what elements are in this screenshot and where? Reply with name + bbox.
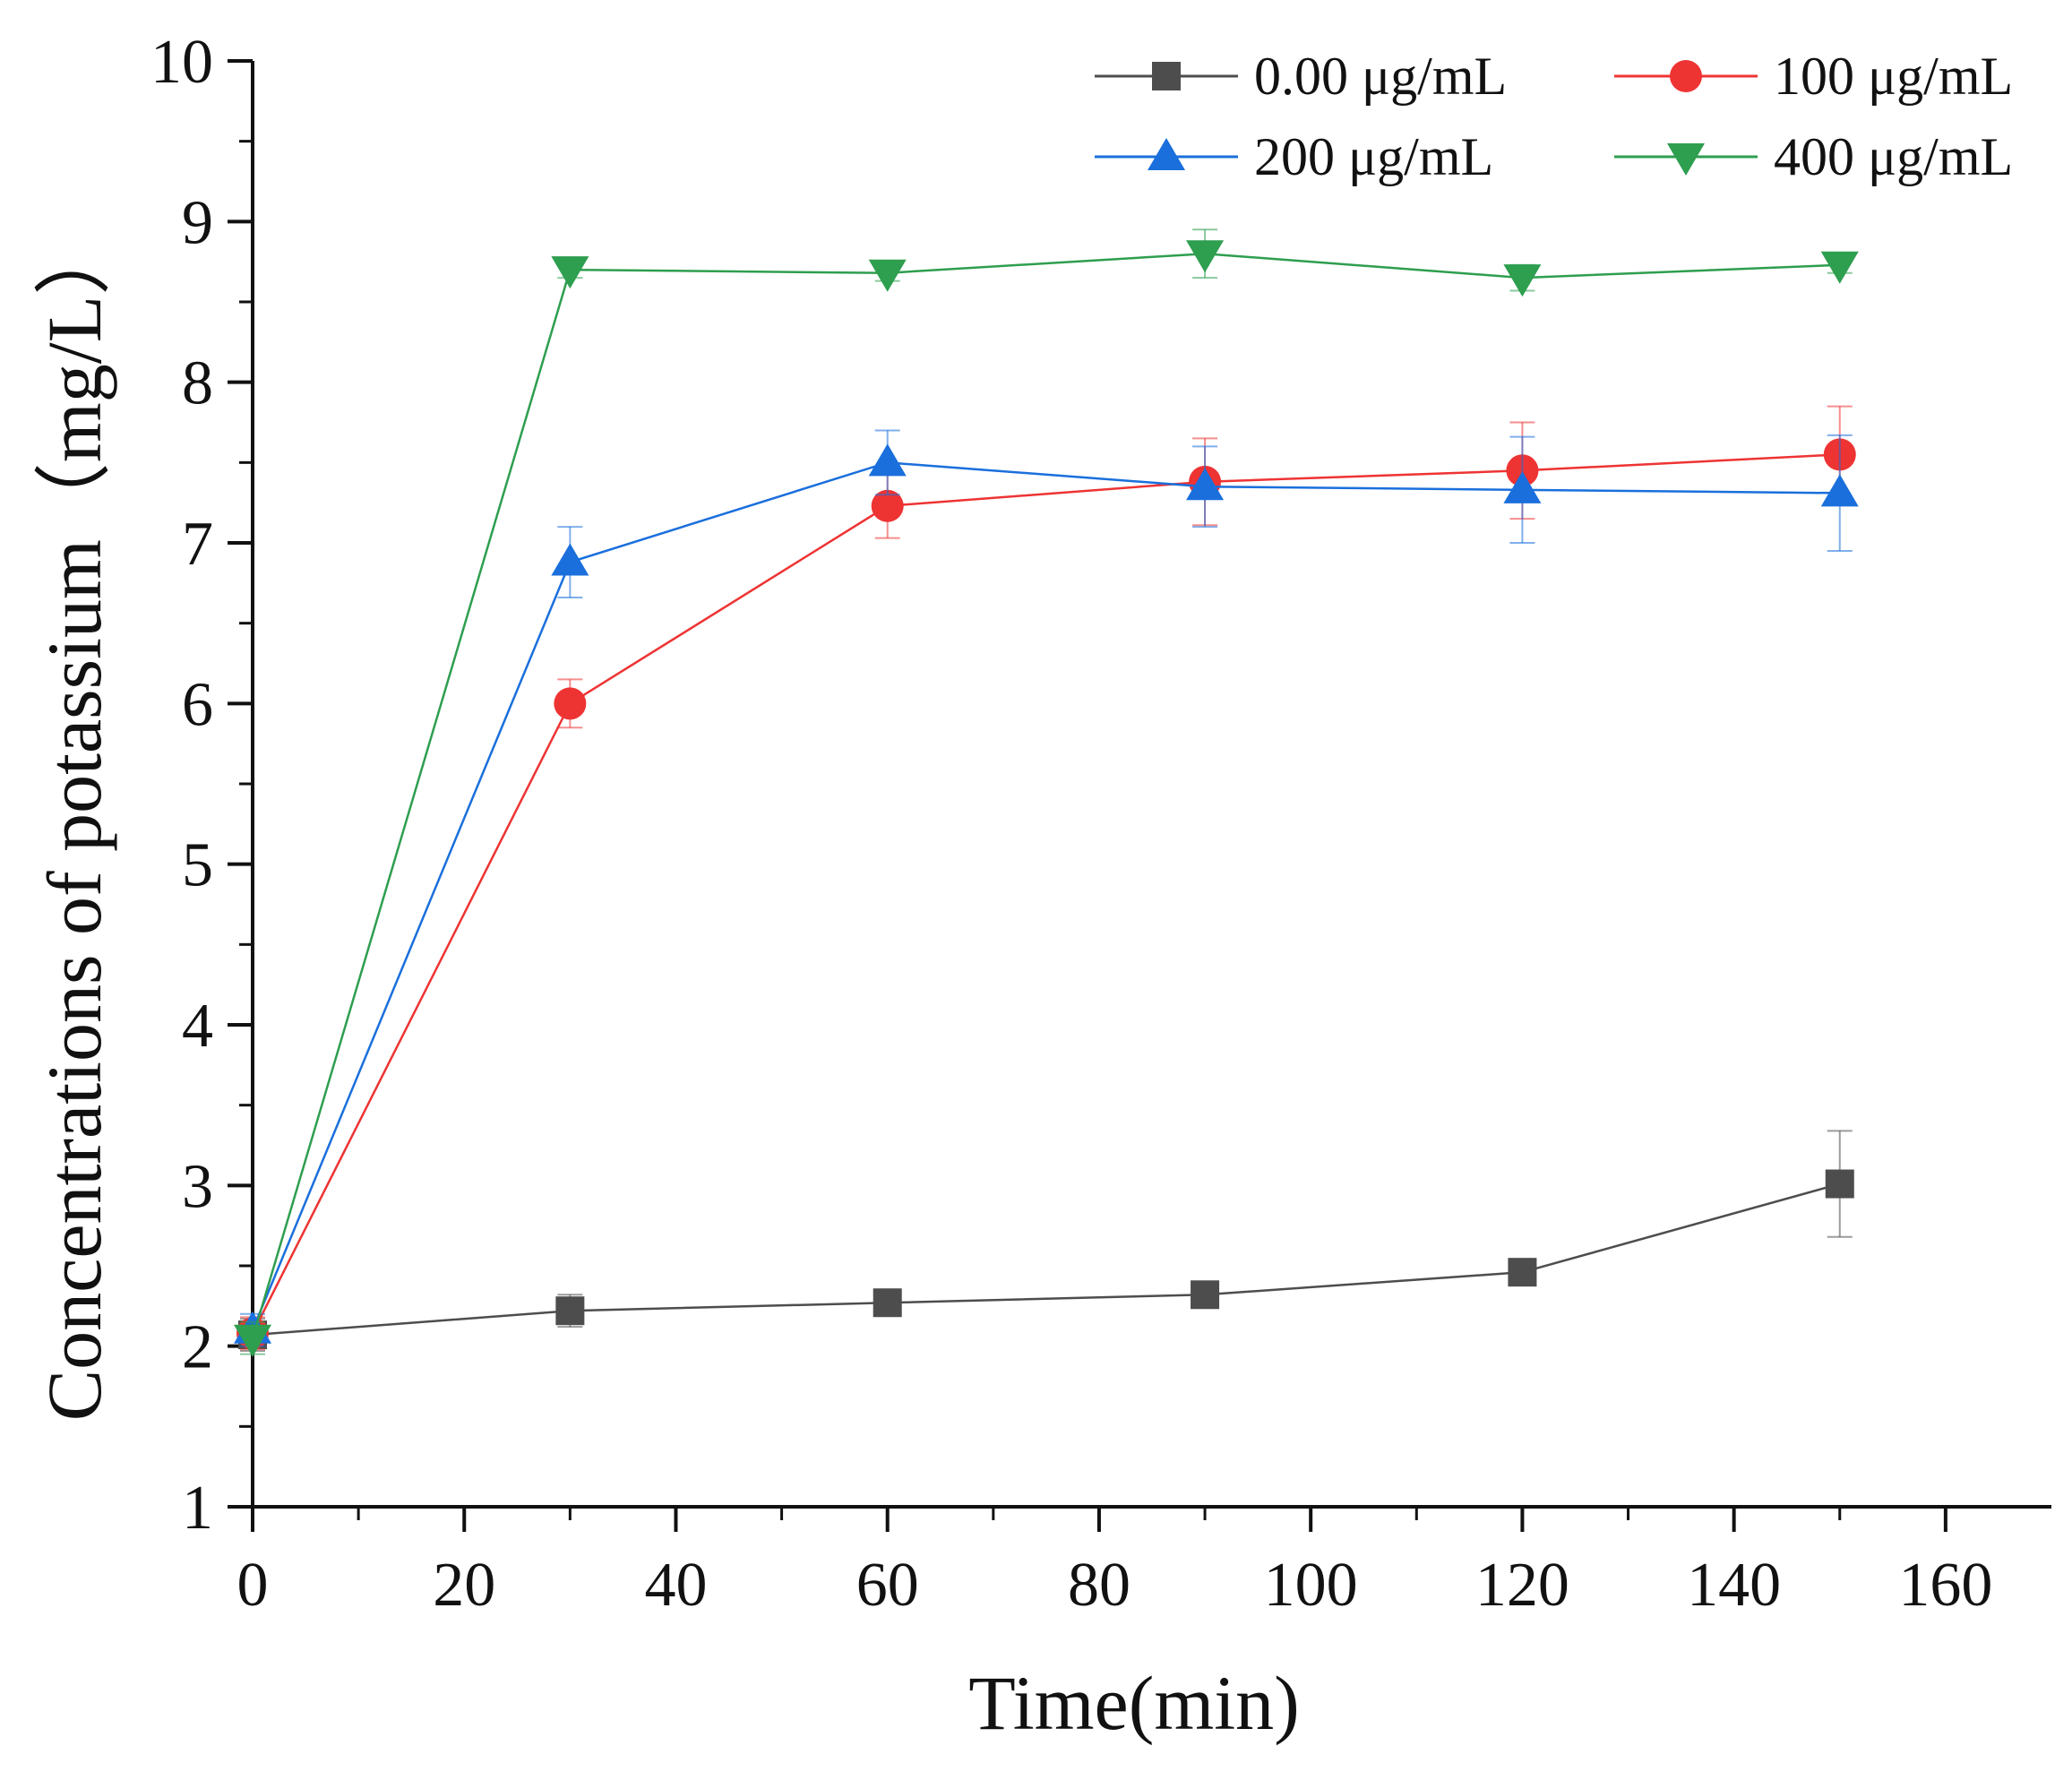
series-line bbox=[251, 453, 1840, 1334]
data-point bbox=[1503, 264, 1542, 297]
legend-label: 200 μg/mL bbox=[1254, 127, 1493, 186]
data-point bbox=[1820, 251, 1859, 284]
series-4 bbox=[234, 228, 1859, 1357]
x-tick-label: 40 bbox=[644, 1551, 707, 1620]
y-tick-label: 7 bbox=[182, 510, 213, 579]
series-line bbox=[251, 461, 1840, 1331]
x-ticks: 0 20 40 60 80 100 120 140 160 bbox=[237, 1507, 1992, 1620]
series-2 bbox=[236, 405, 1856, 1351]
axes bbox=[251, 61, 2051, 1509]
data-point bbox=[551, 543, 589, 576]
x-tick-label: 120 bbox=[1475, 1551, 1569, 1620]
legend: 0.00 μg/mL 100 μg/mL 200 μg/mL 400 μg/mL bbox=[1095, 47, 2013, 186]
y-tick-label: 5 bbox=[182, 831, 213, 900]
x-axis-title: Time(min) bbox=[968, 1660, 1300, 1746]
y-tick-label: 8 bbox=[182, 349, 213, 418]
legend-label: 0.00 μg/mL bbox=[1254, 47, 1507, 106]
data-point bbox=[554, 687, 587, 720]
x-tick-label: 140 bbox=[1687, 1551, 1781, 1620]
data-point bbox=[1186, 240, 1225, 273]
data-point bbox=[234, 1324, 271, 1357]
y-tick-label: 4 bbox=[182, 992, 213, 1061]
data-point bbox=[1503, 470, 1542, 503]
series-line bbox=[251, 252, 1840, 1339]
legend-item: 100 μg/mL bbox=[1614, 47, 2013, 106]
data-point bbox=[873, 1288, 902, 1318]
data-point bbox=[1508, 1258, 1537, 1287]
x-tick-label: 80 bbox=[1068, 1551, 1131, 1620]
legend-item: 400 μg/mL bbox=[1614, 127, 2013, 186]
y-tick-label: 10 bbox=[150, 28, 213, 97]
y-tick-label: 6 bbox=[182, 670, 213, 739]
series-layer bbox=[234, 228, 1859, 1357]
data-point bbox=[1820, 474, 1859, 507]
legend-item: 0.00 μg/mL bbox=[1095, 47, 1507, 106]
x-tick-label: 0 bbox=[237, 1551, 269, 1620]
data-point bbox=[1825, 1169, 1854, 1199]
data-point bbox=[1186, 468, 1225, 501]
data-point bbox=[1191, 1280, 1220, 1310]
x-tick-label: 60 bbox=[856, 1551, 919, 1620]
data-point bbox=[868, 443, 907, 477]
series-1 bbox=[238, 1130, 1854, 1353]
legend-marker bbox=[1148, 138, 1185, 170]
legend-marker bbox=[1670, 60, 1702, 92]
y-ticks: 1 2 3 4 5 6 7 8 9 10 bbox=[150, 28, 253, 1543]
y-axis-title: Concentrations of potassium（mg/L） bbox=[31, 219, 117, 1421]
y-tick-label: 1 bbox=[182, 1474, 213, 1543]
data-point bbox=[868, 259, 907, 292]
x-tick-label: 100 bbox=[1264, 1551, 1358, 1620]
x-tick-label: 20 bbox=[433, 1551, 495, 1620]
data-point bbox=[871, 489, 904, 522]
series-line bbox=[252, 1182, 1841, 1337]
data-point bbox=[555, 1296, 585, 1326]
y-tick-label: 3 bbox=[182, 1152, 213, 1221]
x-tick-label: 160 bbox=[1898, 1551, 1992, 1620]
y-tick-label: 9 bbox=[182, 188, 213, 257]
legend-label: 100 μg/mL bbox=[1774, 47, 2013, 106]
y-tick-label: 2 bbox=[182, 1313, 213, 1382]
legend-item: 200 μg/mL bbox=[1095, 127, 1493, 186]
data-point bbox=[551, 256, 589, 289]
legend-marker bbox=[1667, 143, 1705, 176]
legend-label: 400 μg/mL bbox=[1774, 127, 2013, 186]
legend-marker bbox=[1152, 62, 1181, 90]
